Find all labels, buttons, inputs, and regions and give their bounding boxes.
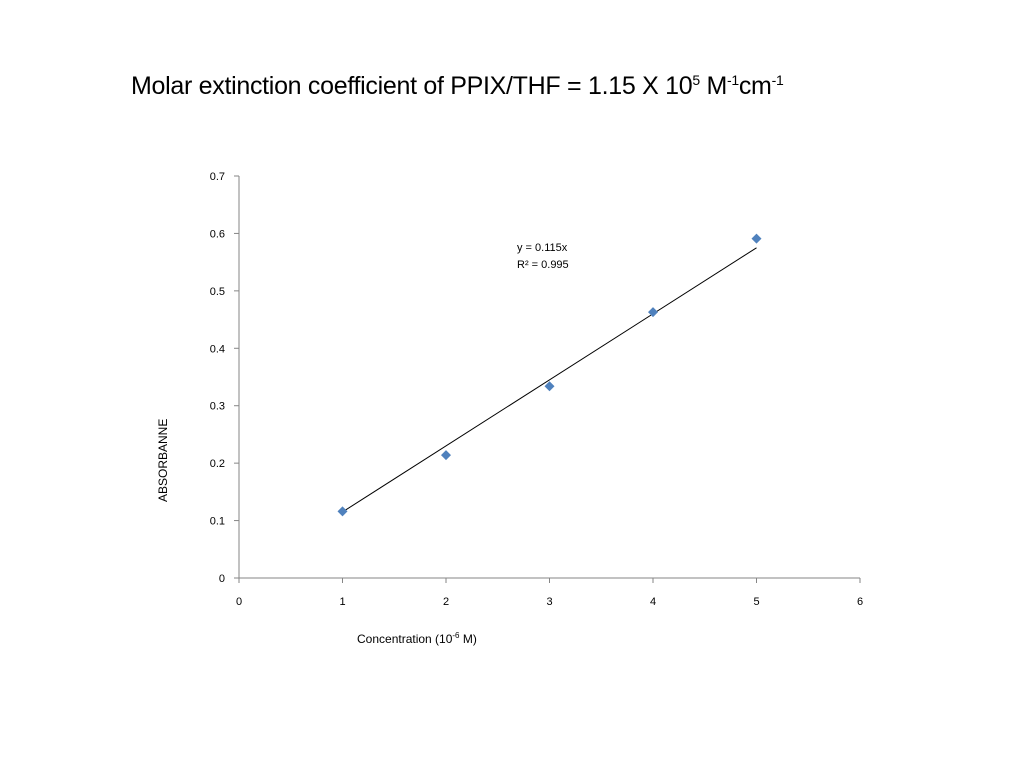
x-tick-label: 5 xyxy=(753,596,759,608)
y-axis-ticks: 0 0.1 0.2 0.3 0.4 0.5 0.6 0.7 xyxy=(210,171,239,585)
data-point-diamond xyxy=(337,506,348,517)
x-tick-label: 0 xyxy=(236,596,242,608)
title-exponent: -1 xyxy=(726,72,739,88)
x-tick-label: 2 xyxy=(443,596,449,608)
x-tick-label: 3 xyxy=(546,596,552,608)
data-point-diamond xyxy=(441,450,451,461)
trendline-equation: y = 0.115x xyxy=(517,242,568,254)
y-tick-label: 0.6 xyxy=(210,228,225,240)
trendline xyxy=(342,247,757,513)
y-tick-label: 0 xyxy=(219,573,225,585)
title-text: Molar extinction coefficient of PPIX/THF… xyxy=(131,72,693,100)
slide-title: Molar extinction coefficient of PPIX/THF… xyxy=(131,72,784,101)
x-axis-title: Concentration (10-6 M) xyxy=(357,631,477,646)
x-tick-label: 4 xyxy=(650,596,656,608)
x-tick-label: 1 xyxy=(339,596,345,608)
title-exponent: 5 xyxy=(692,72,700,88)
x-tick-label: 6 xyxy=(857,596,863,608)
y-tick-label: 0.1 xyxy=(210,516,225,528)
trendline-r-squared: R² = 0.995 xyxy=(517,259,569,271)
data-point-diamond xyxy=(751,233,762,244)
y-axis-title: ABSORBANNE xyxy=(156,419,170,502)
data-point-diamond xyxy=(544,381,555,392)
data-point-diamond xyxy=(648,307,658,318)
x-axis-ticks: 0 1 2 3 4 5 6 xyxy=(236,578,863,608)
title-exponent: -1 xyxy=(771,72,784,88)
y-tick-label: 0.4 xyxy=(210,343,225,355)
y-tick-label: 0.7 xyxy=(210,171,225,183)
data-points xyxy=(337,233,762,517)
y-tick-label: 0.3 xyxy=(210,401,225,413)
title-unit-cm: cm xyxy=(738,72,772,100)
y-tick-label: 0.2 xyxy=(210,458,225,470)
y-tick-label: 0.5 xyxy=(210,286,225,298)
chart-axes xyxy=(238,176,860,579)
trendline-line xyxy=(342,247,757,513)
title-unit-m: M xyxy=(699,72,727,100)
